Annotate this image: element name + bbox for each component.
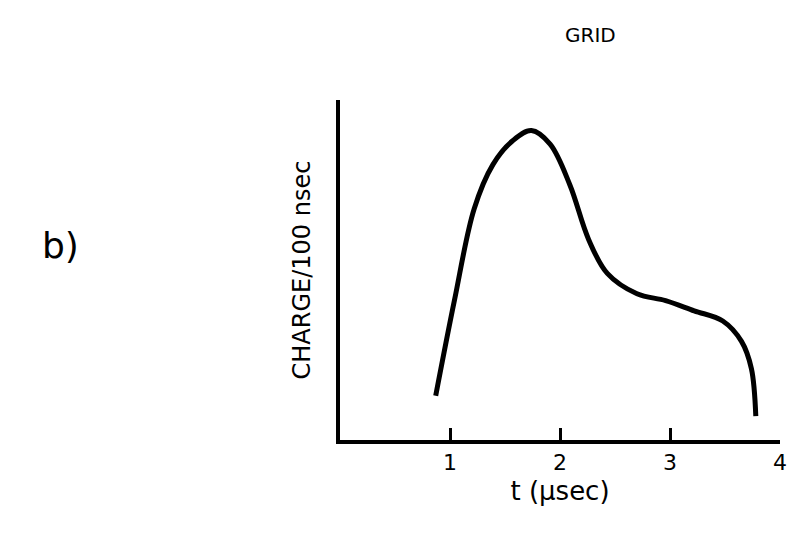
svg-text:CHARGE/100 nsec: CHARGE/100 nsec [288,161,316,380]
svg-text:3: 3 [663,450,677,475]
svg-text:2: 2 [553,450,567,475]
svg-text:4: 4 [773,450,787,475]
svg-text:GRID: GRID [565,23,616,47]
svg-text:1: 1 [443,450,457,475]
svg-text:t (μsec): t (μsec) [510,476,609,506]
svg-text:b): b) [42,225,79,266]
